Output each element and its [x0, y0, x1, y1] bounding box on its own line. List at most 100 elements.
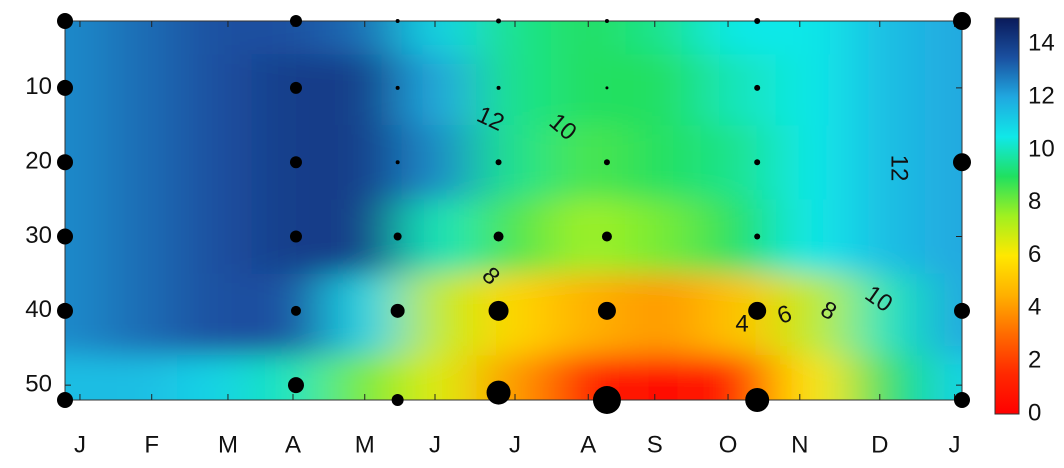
sample-point — [57, 302, 73, 319]
sample-point — [290, 305, 301, 316]
field-cell — [102, 199, 178, 275]
field-cell — [401, 54, 477, 126]
colorbar-tick-label: 0 — [1028, 399, 1041, 426]
sample-point — [488, 300, 509, 321]
field-cell — [476, 273, 552, 356]
sample-point — [603, 159, 610, 166]
colorbar-tick-label: 14 — [1028, 30, 1055, 57]
field-cell — [476, 21, 552, 55]
sample-point — [953, 12, 971, 30]
sample-point — [395, 160, 400, 165]
field-cell — [177, 355, 253, 400]
sample-point — [754, 233, 761, 240]
sample-point — [393, 232, 402, 241]
field-cell — [177, 199, 253, 275]
field-cell — [849, 125, 926, 200]
field-cell — [177, 54, 253, 126]
field-cell — [924, 54, 962, 126]
sample-point — [390, 303, 405, 318]
sample-point — [289, 15, 302, 27]
field-cell — [401, 273, 477, 356]
sample-point — [57, 228, 73, 245]
x-tick-label: J — [74, 431, 86, 458]
field-cell — [849, 273, 926, 356]
field-cell — [102, 273, 178, 356]
field-cell — [326, 125, 402, 200]
y-tick-label: 20 — [25, 148, 52, 175]
field-cell — [849, 355, 926, 400]
colorbar-tick-label: 12 — [1028, 83, 1055, 110]
x-tick-label: J — [429, 431, 441, 458]
sample-point — [495, 159, 502, 166]
sample-point — [395, 85, 400, 90]
field-cell — [476, 125, 552, 200]
sample-point — [289, 156, 302, 169]
field-cell — [251, 54, 328, 126]
field-cell — [177, 125, 253, 200]
sample-point — [597, 301, 616, 320]
field-cell — [700, 54, 776, 126]
x-tick-label: M — [218, 431, 238, 458]
colorbar-tick-label: 8 — [1028, 188, 1041, 215]
field-cell — [251, 21, 328, 55]
field-cell — [625, 21, 701, 55]
sample-point — [604, 19, 609, 23]
field-cell — [550, 199, 627, 275]
field-cell — [102, 125, 178, 200]
field-cell — [625, 199, 701, 275]
field-cell — [326, 199, 402, 275]
field-cell — [775, 355, 851, 400]
x-tick-label: S — [647, 431, 663, 458]
field-cell — [401, 199, 477, 275]
y-tick-label: 40 — [25, 296, 52, 323]
field-cell — [177, 273, 253, 356]
sample-point — [601, 231, 612, 242]
sample-point — [592, 386, 621, 414]
y-tick-label: 50 — [25, 370, 52, 397]
colorbar-tick-label: 4 — [1028, 294, 1041, 321]
sample-point — [57, 79, 73, 96]
sample-point — [57, 13, 73, 29]
field-cell — [251, 199, 328, 275]
sample-point — [605, 86, 609, 90]
field — [65, 21, 962, 400]
sample-point — [754, 18, 761, 24]
contour-label: 4 — [735, 310, 748, 337]
x-tick-label: O — [719, 431, 738, 458]
field-cell — [326, 54, 402, 126]
x-tick-label: J — [509, 431, 521, 458]
sample-point — [486, 380, 511, 405]
field-cell — [251, 355, 328, 400]
field-cell — [775, 21, 851, 55]
field-cell — [625, 54, 701, 126]
x-tick-label: A — [285, 431, 301, 458]
field-cell — [550, 54, 627, 126]
field-cell — [924, 273, 962, 356]
colorbar-tick-label: 10 — [1028, 135, 1055, 162]
field-cell — [924, 199, 962, 275]
sample-point — [754, 84, 761, 91]
field-cell — [550, 125, 627, 200]
x-tick-label: N — [791, 431, 808, 458]
sample-point — [954, 392, 970, 408]
plot-frame — [64, 20, 963, 401]
sample-point — [289, 230, 302, 243]
field-cell — [700, 21, 776, 55]
sample-point — [748, 301, 767, 320]
field-cell — [550, 21, 627, 55]
field-cell — [849, 199, 926, 275]
x-tick-label: F — [144, 431, 159, 458]
field-cell — [775, 273, 851, 356]
field-cell — [102, 355, 178, 400]
field-cell — [401, 125, 477, 200]
field-cell — [251, 273, 328, 356]
sample-point — [289, 81, 302, 94]
x-tick-label: M — [355, 431, 375, 458]
field-cell — [849, 21, 926, 55]
field-cell — [401, 355, 477, 400]
field-cell — [326, 273, 402, 356]
field-cell — [924, 21, 962, 55]
colorbar-tick-label: 6 — [1028, 241, 1041, 268]
field-cell — [775, 199, 851, 275]
